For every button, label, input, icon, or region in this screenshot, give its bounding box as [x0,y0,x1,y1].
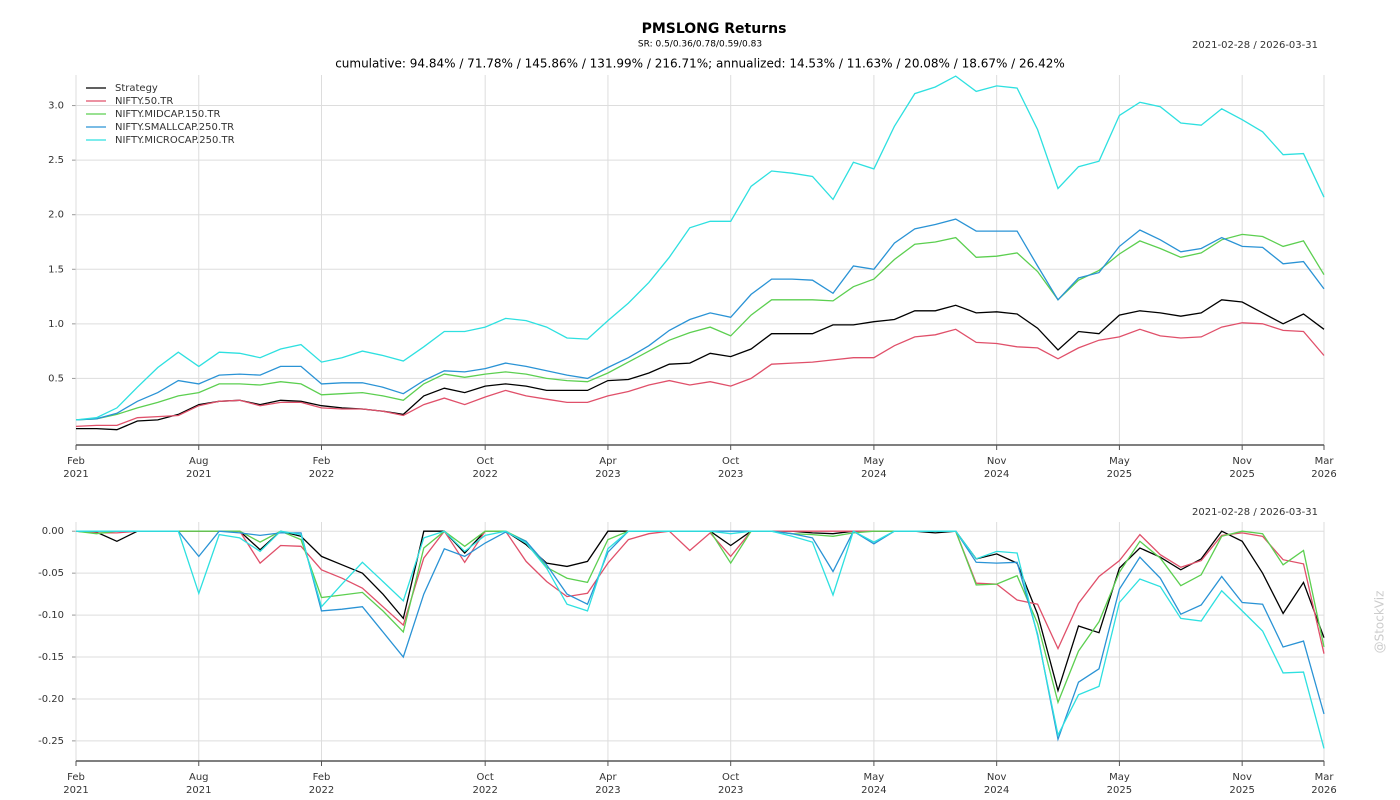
y-tick-label: -0.05 [38,568,64,579]
returns-annotation: cumulative: 94.84% / 71.78% / 145.86% / … [335,57,1065,71]
series-line [75,530,1325,654]
x-tick-label: May 2024 [861,772,886,796]
y-tick-label: -0.10 [38,610,64,621]
x-tick-label: May 2025 [1107,772,1132,796]
series-line [75,233,1325,421]
y-tick-label: 2.5 [48,155,64,166]
legend-label: NIFTY.50.TR [115,96,173,107]
x-tick-label: Apr 2023 [595,772,620,796]
x-tick-label: Feb 2021 [63,772,88,796]
date-range: 2021-02-28 / 2026-03-31 [1192,507,1318,518]
x-tick-label: Oct 2022 [472,456,497,480]
series-line [75,218,1325,421]
date-range: 2021-02-28 / 2026-03-31 [1192,40,1318,51]
x-tick-label: Nov 2024 [984,772,1009,796]
x-tick-label: Nov 2024 [984,456,1009,480]
x-tick-label: Feb 2022 [309,772,334,796]
x-tick-label: Oct 2023 [718,772,743,796]
series-line [76,530,1325,742]
x-tick-label: Nov 2025 [1229,456,1254,480]
x-tick-label: Aug 2021 [186,772,211,796]
y-tick-label: -0.25 [38,736,64,747]
x-tick-label: May 2025 [1107,456,1132,480]
y-tick-label: -0.15 [38,652,64,663]
y-tick-label: 0.00 [42,526,64,537]
y-tick-label: 2.0 [48,210,64,221]
x-tick-label: Feb 2021 [63,456,88,480]
x-tick-label: Oct 2022 [472,772,497,796]
x-tick-label: Apr 2023 [595,456,620,480]
legend-label: Strategy [115,83,158,94]
series-line [76,530,1325,749]
y-tick-label: -0.20 [38,694,64,705]
series-line [75,75,1325,421]
y-tick-label: 1.5 [48,264,64,275]
x-tick-label: Aug 2021 [186,456,211,480]
legend-label: NIFTY.MIDCAP.150.TR [115,109,221,120]
y-tick-label: 1.0 [48,319,64,330]
x-tick-label: Mar 2026 [1311,456,1336,480]
series-line [75,322,1325,428]
series-line [75,530,1325,693]
watermark: @StockViz [1373,591,1387,654]
y-tick-label: 3.0 [48,101,64,112]
y-tick-label: 0.5 [48,373,64,384]
legend-label: NIFTY.MICROCAP.250.TR [115,135,235,146]
x-tick-label: Feb 2022 [309,456,334,480]
x-tick-label: Oct 2023 [718,456,743,480]
x-tick-label: May 2024 [861,456,886,480]
chart-subtitle: SR: 0.5/0.36/0.78/0.59/0.83 [638,40,762,50]
legend-label: NIFTY.SMALLCAP.250.TR [115,122,234,133]
chart-title: PMSLONG Returns [642,21,787,37]
series-line [75,530,1325,705]
x-tick-label: Nov 2025 [1229,772,1254,796]
x-tick-label: Mar 2026 [1311,772,1336,796]
series-line [76,299,1325,431]
